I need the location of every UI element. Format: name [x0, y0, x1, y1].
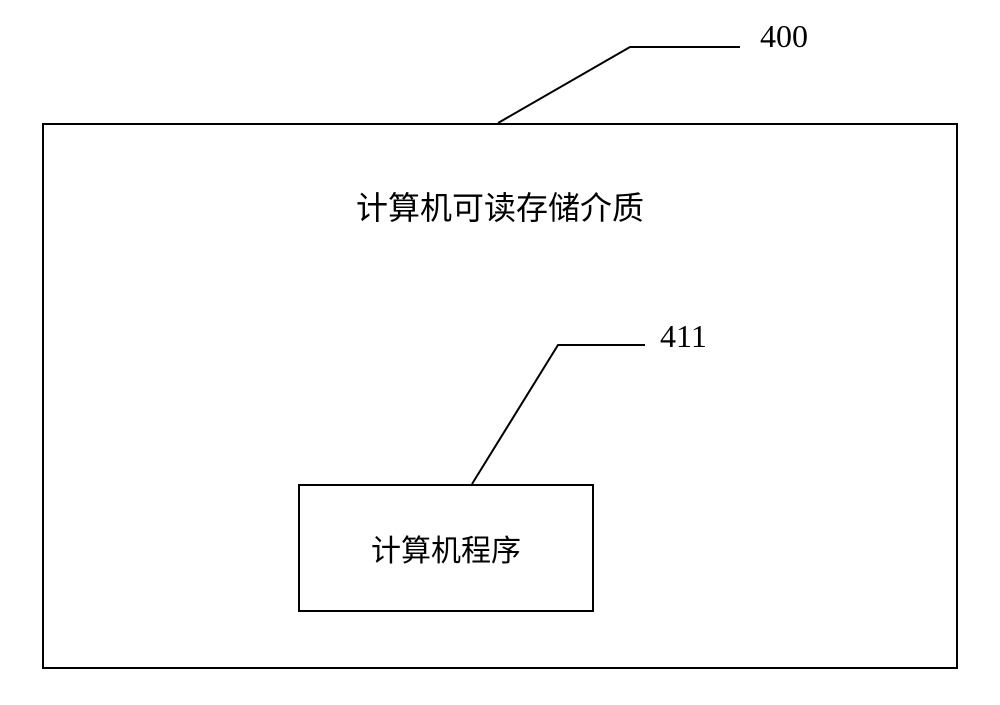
- block-diagram: 计算机可读存储介质 计算机程序 400 411: [0, 0, 1000, 705]
- inner-box-program: 计算机程序: [298, 484, 594, 612]
- inner-box-label: 计算机程序: [371, 526, 521, 570]
- ref-number-400: 400: [760, 18, 808, 55]
- ref-number-411: 411: [660, 318, 707, 355]
- outer-box-title: 计算机可读存储介质: [44, 183, 956, 229]
